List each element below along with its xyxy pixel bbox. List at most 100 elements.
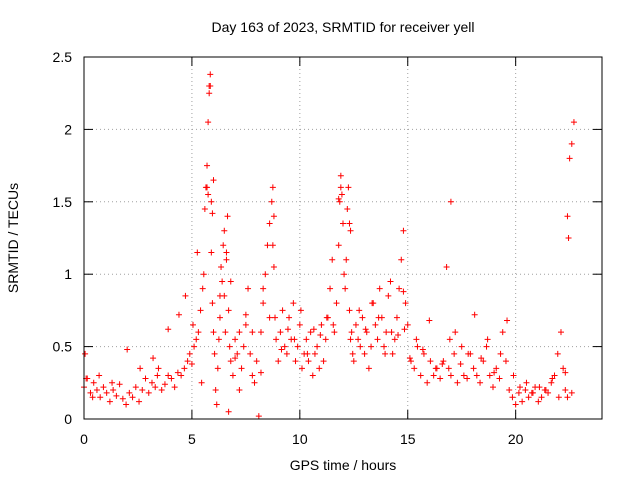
data-point xyxy=(417,372,424,379)
data-point xyxy=(277,329,284,336)
data-point xyxy=(124,346,131,353)
data-point xyxy=(389,350,396,357)
data-point xyxy=(388,329,395,336)
data-point xyxy=(148,379,155,386)
data-point xyxy=(393,314,400,321)
x-tick-label: 0 xyxy=(80,431,88,447)
data-point xyxy=(229,372,236,379)
data-point xyxy=(426,317,433,324)
data-point xyxy=(240,343,247,350)
data-point xyxy=(536,384,543,391)
data-point xyxy=(347,336,354,343)
data-point xyxy=(197,307,204,314)
data-point xyxy=(103,389,110,396)
data-point xyxy=(260,285,267,292)
data-point xyxy=(454,379,461,386)
data-point xyxy=(356,307,363,314)
data-point xyxy=(205,119,212,126)
data-point xyxy=(548,379,555,386)
data-point xyxy=(155,365,162,372)
data-point xyxy=(519,398,526,405)
data-point xyxy=(106,398,113,405)
data-point xyxy=(193,336,200,343)
data-point xyxy=(303,336,310,343)
data-point xyxy=(338,191,345,198)
data-point xyxy=(132,384,139,391)
data-point xyxy=(269,184,276,191)
data-point xyxy=(297,307,304,314)
data-point xyxy=(242,321,249,328)
data-point xyxy=(284,326,291,333)
data-point xyxy=(347,227,354,234)
data-point xyxy=(90,379,97,386)
data-point xyxy=(257,329,264,336)
data-point xyxy=(249,329,256,336)
data-point xyxy=(318,321,325,328)
data-point xyxy=(549,375,556,382)
data-point xyxy=(161,381,168,388)
data-point xyxy=(447,198,454,205)
data-point xyxy=(407,358,414,365)
data-point xyxy=(268,198,275,205)
data-point xyxy=(564,394,571,401)
data-point xyxy=(175,311,182,318)
data-point xyxy=(337,184,344,191)
data-point xyxy=(323,314,330,321)
data-point xyxy=(87,389,94,396)
data-point xyxy=(375,314,382,321)
data-point xyxy=(359,314,366,321)
data-point xyxy=(470,365,477,372)
data-point xyxy=(236,387,243,394)
data-point xyxy=(206,90,213,97)
data-point xyxy=(257,369,264,376)
data-point xyxy=(529,389,536,396)
data-point xyxy=(427,358,434,365)
data-point xyxy=(174,369,181,376)
data-point xyxy=(208,249,215,256)
data-point xyxy=(348,329,355,336)
data-point xyxy=(564,213,571,220)
data-point xyxy=(424,379,431,386)
data-point xyxy=(560,365,567,372)
data-point xyxy=(478,355,485,362)
data-point xyxy=(212,387,219,394)
data-point xyxy=(509,394,516,401)
data-point xyxy=(126,389,133,396)
data-point xyxy=(506,387,513,394)
data-point xyxy=(247,350,254,357)
data-point xyxy=(199,285,206,292)
data-point xyxy=(363,329,370,336)
data-point xyxy=(316,365,323,372)
data-point xyxy=(309,372,316,379)
data-point xyxy=(270,263,277,270)
data-point xyxy=(362,326,369,333)
data-point xyxy=(123,401,130,408)
data-point xyxy=(221,227,228,234)
data-point xyxy=(97,394,104,401)
data-point xyxy=(458,343,465,350)
data-point xyxy=(570,119,577,126)
data-point xyxy=(198,379,205,386)
data-point xyxy=(215,336,222,343)
data-point xyxy=(310,326,317,333)
data-point xyxy=(490,384,497,391)
data-point xyxy=(402,300,409,307)
data-point xyxy=(396,285,403,292)
data-point xyxy=(491,369,498,376)
data-point xyxy=(387,278,394,285)
data-point xyxy=(477,379,484,386)
data-point xyxy=(317,332,324,339)
data-point xyxy=(204,184,211,191)
data-point xyxy=(286,314,293,321)
data-point xyxy=(116,381,123,388)
data-point xyxy=(139,387,146,394)
data-point xyxy=(504,317,511,324)
data-point xyxy=(497,350,504,357)
data-point xyxy=(109,379,116,386)
data-point xyxy=(232,336,239,343)
data-point xyxy=(236,329,243,336)
y-axis-label: SRMTID / TECUs xyxy=(5,183,21,293)
data-point xyxy=(213,401,220,408)
data-point xyxy=(136,398,143,405)
